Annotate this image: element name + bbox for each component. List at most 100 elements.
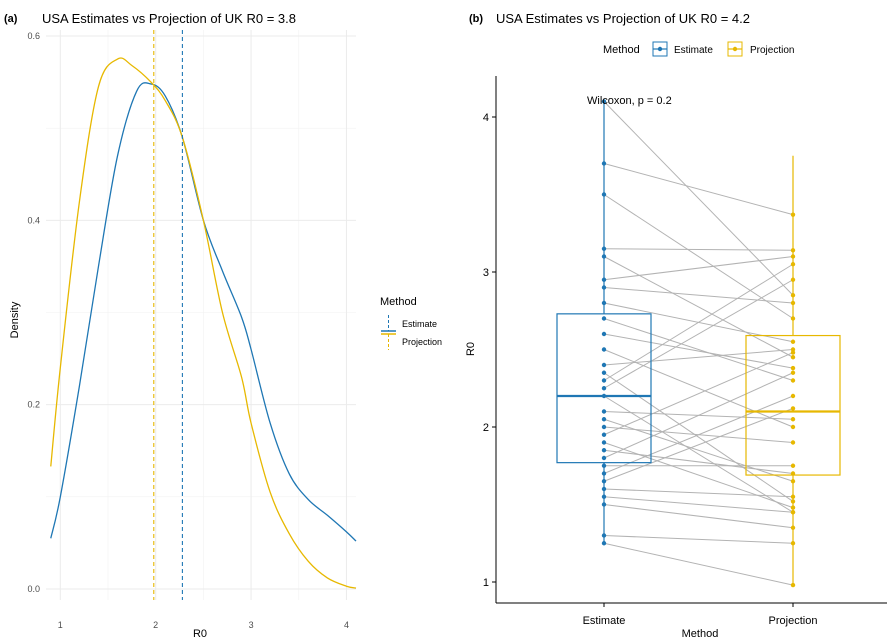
- panel-a: (a) USA Estimates vs Projection of UK R0…: [4, 11, 442, 640]
- pair-line: [603, 372, 794, 459]
- y-tick-label: 0.2: [27, 400, 40, 410]
- pair-line: [603, 256, 794, 358]
- point-projection: [790, 350, 796, 355]
- point-estimate: [601, 409, 607, 414]
- panel-a-tick-labels: 1 2 3 4 0.0 0.2 0.4 0.6: [27, 31, 348, 630]
- y-tick-label: 0.0: [27, 584, 40, 594]
- point-projection: [790, 494, 796, 499]
- x-tick-label: Projection: [769, 615, 818, 627]
- point-projection: [790, 347, 796, 352]
- point-projection: [790, 365, 796, 371]
- density-curve-projection: [50, 57, 357, 589]
- x-tick-label: 1: [58, 620, 63, 630]
- point-projection: [790, 471, 796, 476]
- x-tick-label: 2: [153, 620, 158, 630]
- panel-b-tag: (b): [469, 13, 483, 25]
- point-estimate: [601, 246, 607, 251]
- pair-line: [603, 248, 794, 251]
- legend-label-estimate: Estimate: [674, 45, 713, 56]
- pair-line: [603, 372, 794, 502]
- point-projection: [790, 393, 796, 399]
- pair-line: [603, 194, 794, 319]
- pair-line: [603, 407, 794, 482]
- panel-b-legend: Method Estimate Projection: [603, 41, 794, 57]
- point-projection: [790, 277, 796, 282]
- point-projection: [790, 582, 796, 588]
- point-estimate: [601, 432, 607, 437]
- y-tick-label: 1: [483, 577, 489, 589]
- legend-item-estimate: Estimate: [381, 315, 437, 332]
- point-projection: [790, 339, 796, 344]
- point-estimate: [601, 347, 607, 352]
- point-estimate: [601, 362, 607, 368]
- point-projection: [790, 499, 796, 504]
- pair-line: [603, 496, 794, 513]
- pair-line: [603, 101, 794, 296]
- y-tick-label: 0.4: [27, 215, 40, 225]
- point-projection: [790, 463, 796, 468]
- pair-line: [603, 287, 794, 304]
- pair-line: [603, 352, 794, 436]
- point-projection: [790, 417, 796, 422]
- pair-line: [603, 504, 794, 529]
- point-estimate: [601, 417, 607, 422]
- panel-a-legend-title: Method: [380, 296, 417, 308]
- legend-key-point: [732, 46, 738, 52]
- y-tick-label: 0.6: [27, 31, 40, 41]
- panel-b: (b) USA Estimates vs Projection of UK R0…: [465, 11, 887, 640]
- point-estimate: [601, 378, 607, 383]
- panel-b-axes: [495, 76, 887, 604]
- panel-b-xlabel: Method: [682, 628, 719, 640]
- point-estimate: [601, 502, 607, 507]
- point-estimate: [601, 541, 607, 546]
- point-estimate: [601, 331, 607, 337]
- pair-line: [603, 449, 794, 474]
- box-estimate: [556, 101, 652, 544]
- panel-b-title: USA Estimates vs Projection of UK R0 = 4…: [496, 11, 750, 26]
- panel-a-tag: (a): [4, 13, 18, 25]
- legend-label-projection: Projection: [750, 45, 794, 56]
- point-estimate: [601, 424, 607, 430]
- pair-line: [603, 542, 794, 586]
- point-estimate: [601, 254, 607, 259]
- point-projection: [790, 505, 796, 510]
- point-estimate: [601, 448, 607, 453]
- point-estimate: [601, 99, 607, 104]
- x-tick-label: 4: [344, 620, 349, 630]
- pair-line: [603, 349, 794, 366]
- pair-line: [603, 535, 794, 544]
- point-projection: [790, 248, 796, 253]
- legend-item-projection: Projection: [381, 333, 442, 350]
- point-estimate: [601, 316, 607, 321]
- pair-line: [603, 163, 794, 216]
- pair-line: [603, 333, 794, 369]
- point-estimate: [601, 192, 607, 197]
- legend-item-estimate: [652, 41, 668, 57]
- point-projection: [790, 212, 796, 217]
- legend-label-projection: Projection: [402, 337, 442, 347]
- point-estimate: [601, 479, 607, 484]
- point-projection: [790, 293, 796, 298]
- panel-b-boxes: [556, 101, 841, 586]
- point-projection: [790, 406, 796, 411]
- point-projection: [790, 378, 796, 383]
- point-estimate: [601, 494, 607, 499]
- point-projection: [790, 370, 796, 375]
- pair-line: [603, 442, 794, 509]
- box-iqr: [556, 313, 652, 464]
- point-projection: [790, 440, 796, 445]
- point-estimate: [601, 277, 607, 282]
- point-estimate: [601, 533, 607, 538]
- point-projection: [790, 424, 796, 430]
- panel-a-xlabel: R0: [193, 628, 207, 640]
- point-projection: [790, 316, 796, 321]
- point-estimate: [601, 285, 607, 290]
- point-projection: [790, 510, 796, 515]
- point-estimate: [601, 161, 607, 166]
- y-tick-label: 3: [483, 267, 489, 279]
- point-estimate: [601, 300, 607, 306]
- x-tick-label: 3: [249, 620, 254, 630]
- panel-a-legend: Method Estimate Projection: [380, 296, 442, 350]
- point-projection: [790, 479, 796, 484]
